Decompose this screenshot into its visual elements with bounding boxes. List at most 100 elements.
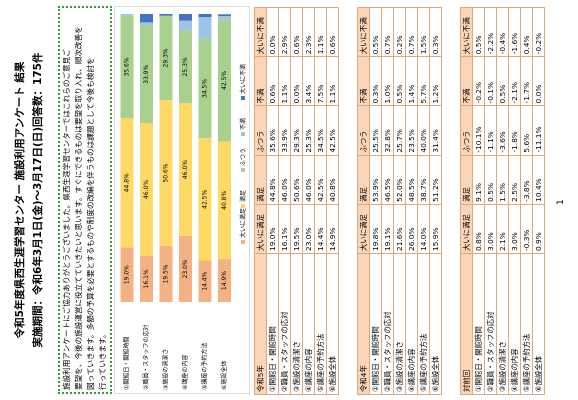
table-cell: 0.6% bbox=[290, 7, 303, 57]
table-cell: ②職員・スタッフの応対 bbox=[381, 253, 394, 395]
table-header-row: 令和5年 大いに満足 満足 ふつう 不満 大いに不満 bbox=[254, 7, 267, 395]
table-cell: 0.0% bbox=[532, 56, 545, 106]
table-row: ①開館日・開館時間 19.0% 44.8% 35.6% 0.6% 0.0% bbox=[266, 7, 279, 395]
legend-swatch bbox=[241, 132, 245, 136]
table-cell: 35.6% bbox=[266, 105, 279, 156]
value-label: 50.6% bbox=[163, 163, 170, 182]
table-header-cell: 大いに不満 bbox=[357, 7, 370, 57]
bar-segment bbox=[218, 259, 231, 302]
table-row: ⑥施設全体 14.9% 40.8% 42.5% 1.1% 0.6% bbox=[326, 7, 339, 395]
table-cell: -1.1% bbox=[484, 105, 497, 156]
table-cell: 2.9% bbox=[278, 7, 291, 57]
table-cell: ③施設の清潔さ bbox=[496, 253, 509, 395]
table-cell: ⑥施設全体 bbox=[532, 253, 545, 395]
table-cell: ⑤講座の予約方法 bbox=[314, 253, 327, 395]
table-cell: ①開館日・開館時間 bbox=[369, 253, 382, 395]
table-cell: 14.9% bbox=[326, 204, 339, 254]
table-cell: ④講座の内容 bbox=[302, 253, 315, 395]
bar-segment bbox=[198, 260, 212, 302]
title: 令和5年度県西生涯学習センター 施設利用アンケート 結果 bbox=[14, 61, 26, 339]
table-header-cell: 対前回 bbox=[460, 253, 473, 395]
table-cell: 1.5% bbox=[417, 7, 430, 57]
legend-swatch bbox=[241, 96, 245, 100]
table-cell: -3.6% bbox=[496, 105, 509, 156]
table-cell: 23.0% bbox=[302, 204, 315, 254]
notice-box: 施設利用アンケートにご協力ありがとうございました。県西生涯学習センターではこれら… bbox=[58, 6, 112, 394]
table-cell: 50.6% bbox=[290, 155, 303, 205]
bar-segment bbox=[159, 15, 173, 101]
legend-label: 大いに不満 bbox=[239, 64, 247, 94]
table-header-row: 令和4年 大いに満足 満足 ふつう 不満 大いに不満 bbox=[357, 7, 370, 395]
table-header-cell: 令和5年 bbox=[254, 253, 267, 395]
table-cell: 14.4% bbox=[314, 204, 327, 254]
table-cell: 0.2% bbox=[393, 7, 406, 57]
table-row: ③施設の清潔さ 19.5% 50.6% 29.3% 0.0% 0.6% bbox=[290, 7, 303, 395]
table-cell: 1.0% bbox=[381, 56, 394, 106]
table-cell: ①開館日・開館時間 bbox=[472, 253, 485, 395]
table-cell: 2.1% bbox=[496, 204, 509, 254]
table-cell: ①開館日・開館時間 bbox=[266, 253, 279, 395]
chart-frame bbox=[114, 6, 250, 394]
table-header-cell: 満足 bbox=[254, 155, 267, 205]
bar-segment bbox=[159, 13, 173, 16]
bar-segment bbox=[179, 20, 192, 31]
table-cell: ②職員・スタッフの応対 bbox=[278, 253, 291, 395]
table-row: ②職員・スタッフの応対 16.1% 46.0% 33.9% 1.1% 2.9% bbox=[278, 7, 291, 395]
category-label: ②職員・スタッフの応対 bbox=[142, 325, 150, 390]
table-cell: 9.1% bbox=[472, 155, 485, 205]
value-label: 42.5% bbox=[202, 189, 209, 208]
table-cell: 0.5% bbox=[369, 7, 382, 57]
page-number: 1 bbox=[556, 199, 566, 205]
table-header-cell: 大いに満足 bbox=[254, 204, 267, 254]
category-label: ①開館日・開館時間 bbox=[123, 337, 131, 390]
data-table: 令和5年 大いに満足 満足 ふつう 不満 大いに不満 ①開館日・開館時間 19.0% 44.8%… bbox=[254, 7, 339, 395]
value-label: 40.8% bbox=[221, 191, 228, 210]
table-row: ⑤講座の予約方法 14.4% 42.5% 34.5% 7.5% 1.1% bbox=[314, 7, 327, 395]
bar-segment bbox=[218, 16, 231, 20]
table-cell: 1.1% bbox=[314, 7, 327, 57]
bar-segment bbox=[179, 235, 192, 302]
table-cell: 29.3% bbox=[290, 105, 303, 156]
table-cell: 19.8% bbox=[369, 204, 382, 254]
table-cell: -0.2% bbox=[532, 7, 545, 57]
table-row: ①開館日・開館時間 0.8% 9.1% -10.1% -0.2% 0.5% bbox=[472, 7, 485, 395]
table-cell: 34.5% bbox=[314, 105, 327, 156]
table-cell: 0.9% bbox=[532, 204, 545, 254]
table-cell: -2.1% bbox=[508, 56, 521, 106]
bar-segment bbox=[120, 13, 134, 16]
table-header-cell: ふつう bbox=[254, 105, 267, 156]
category-label: ③施設の清潔さ bbox=[162, 349, 170, 390]
bar-segment bbox=[198, 138, 212, 261]
table-cell: ④講座の内容 bbox=[508, 253, 521, 395]
table-cell: 42.5% bbox=[326, 105, 339, 156]
table-cell: 10.4% bbox=[532, 155, 545, 205]
value-label: 46.0% bbox=[182, 160, 189, 179]
table-cell: ②職員・スタッフの応対 bbox=[484, 253, 497, 395]
table-cell: 0.5% bbox=[484, 155, 497, 205]
table-cell: 0.0% bbox=[266, 7, 279, 57]
table-cell: 33.9% bbox=[278, 105, 291, 156]
table-cell: 0.3% bbox=[429, 7, 442, 57]
value-label: 14.9% bbox=[221, 271, 228, 290]
notice-line: 図っていきます。多額の予算を必要とするものや制度の改編を伴うものは課題として今後… bbox=[86, 57, 95, 390]
table-cell: ③施設の清潔さ bbox=[290, 253, 303, 395]
table-cell: 3.4% bbox=[302, 56, 315, 106]
value-label: 46.0% bbox=[143, 180, 150, 199]
bar-segment bbox=[198, 17, 212, 39]
table-cell: 51.2% bbox=[429, 155, 442, 205]
legend-label: 不満 bbox=[239, 118, 247, 130]
bar-segment bbox=[140, 22, 153, 26]
table-cell: 46.0% bbox=[302, 155, 315, 205]
table-row: ⑥施設全体 15.9% 51.2% 31.4% 1.2% 0.3% bbox=[429, 7, 442, 395]
table-cell: 7.5% bbox=[314, 56, 327, 106]
table-cell: -1.7% bbox=[520, 56, 533, 106]
table-cell: 5.7% bbox=[417, 56, 430, 106]
bar-segment bbox=[198, 38, 212, 139]
table-cell: -10.1% bbox=[472, 105, 485, 156]
table-header-cell: 大いに満足 bbox=[460, 204, 473, 254]
legend-swatch bbox=[241, 240, 245, 244]
table-cell: 16.1% bbox=[278, 204, 291, 254]
table-cell: 26.0% bbox=[405, 204, 418, 254]
table-cell: 21.6% bbox=[393, 204, 406, 254]
value-label: 35.6% bbox=[124, 57, 131, 76]
